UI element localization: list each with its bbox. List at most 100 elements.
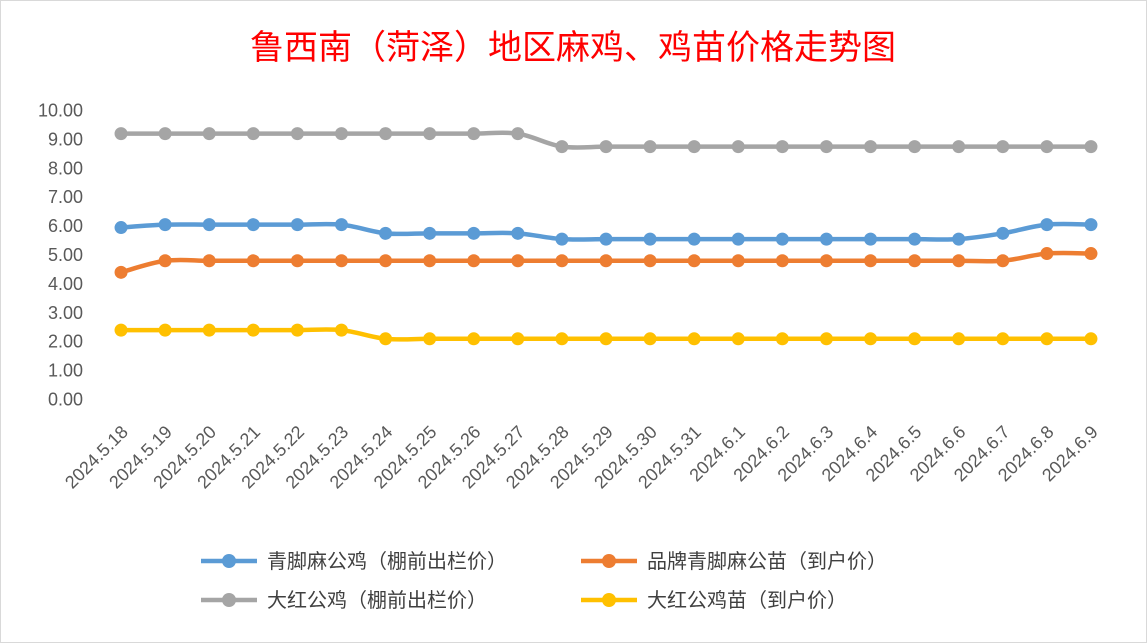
data-point bbox=[731, 232, 745, 246]
y-tick-label: 1.00 bbox=[48, 361, 83, 381]
data-point bbox=[202, 254, 216, 268]
y-tick-label: 7.00 bbox=[48, 187, 83, 207]
legend-item: 品牌青脚麻公苗（到户价） bbox=[581, 549, 887, 573]
data-point bbox=[555, 232, 569, 246]
data-point bbox=[555, 140, 569, 154]
data-point bbox=[334, 127, 348, 141]
data-point bbox=[158, 254, 172, 268]
data-point bbox=[114, 265, 128, 279]
data-point bbox=[158, 323, 172, 337]
data-point bbox=[908, 232, 922, 246]
y-tick-label: 8.00 bbox=[48, 158, 83, 178]
data-point bbox=[731, 140, 745, 154]
data-point bbox=[114, 221, 128, 235]
data-point bbox=[775, 332, 789, 346]
data-point bbox=[246, 127, 260, 141]
data-point bbox=[775, 254, 789, 268]
data-point bbox=[1084, 247, 1098, 261]
data-point bbox=[158, 218, 172, 232]
data-point bbox=[908, 140, 922, 154]
data-point bbox=[952, 140, 966, 154]
data-point bbox=[246, 254, 260, 268]
data-point bbox=[952, 332, 966, 346]
data-point bbox=[952, 254, 966, 268]
data-point bbox=[202, 127, 216, 141]
data-point bbox=[775, 232, 789, 246]
series-layer bbox=[114, 127, 1098, 346]
data-point bbox=[290, 254, 304, 268]
data-point bbox=[423, 332, 437, 346]
legend-marker bbox=[222, 593, 236, 607]
legend-item: 大红公鸡（棚前出栏价） bbox=[201, 588, 487, 612]
y-tick-label: 4.00 bbox=[48, 274, 83, 294]
data-point bbox=[599, 254, 613, 268]
data-point bbox=[467, 127, 481, 141]
data-point bbox=[467, 254, 481, 268]
data-point bbox=[555, 332, 569, 346]
data-point bbox=[599, 232, 613, 246]
x-axis-ticks: 2024.5.182024.5.192024.5.202024.5.212024… bbox=[61, 422, 1102, 493]
data-point bbox=[246, 218, 260, 232]
data-point bbox=[158, 127, 172, 141]
data-point bbox=[334, 254, 348, 268]
data-point bbox=[290, 323, 304, 337]
data-point bbox=[423, 254, 437, 268]
series-1 bbox=[114, 218, 1098, 246]
chart-title: 鲁西南（菏泽）地区麻鸡、鸡苗价格走势图 bbox=[250, 28, 896, 68]
data-point bbox=[511, 254, 525, 268]
data-point bbox=[511, 127, 525, 141]
data-point bbox=[996, 332, 1010, 346]
data-point bbox=[379, 254, 393, 268]
legend-label: 青脚麻公鸡（棚前出栏价） bbox=[267, 549, 507, 573]
data-point bbox=[996, 140, 1010, 154]
data-point bbox=[1040, 140, 1054, 154]
data-point bbox=[599, 140, 613, 154]
y-tick-label: 3.00 bbox=[48, 303, 83, 323]
data-point bbox=[731, 332, 745, 346]
legend-marker bbox=[602, 554, 616, 568]
legend: 青脚麻公鸡（棚前出栏价） 品牌青脚麻公苗（到户价） 大红公鸡（棚前出栏价） 大红公鸡苗… bbox=[201, 549, 887, 612]
data-point bbox=[864, 232, 878, 246]
y-tick-label: 6.00 bbox=[48, 216, 83, 236]
data-point bbox=[643, 232, 657, 246]
data-point bbox=[202, 323, 216, 337]
data-point bbox=[555, 254, 569, 268]
y-axis-ticks: 0.00 1.00 2.00 3.00 4.00 5.00 6.00 7.00 8.00 9.00… bbox=[38, 101, 83, 410]
data-point bbox=[1040, 247, 1054, 261]
series-2 bbox=[114, 247, 1098, 279]
data-point bbox=[202, 218, 216, 232]
legend-label: 大红公鸡（棚前出栏价） bbox=[267, 588, 487, 612]
legend-item: 青脚麻公鸡（棚前出栏价） bbox=[201, 549, 507, 573]
data-point bbox=[952, 232, 966, 246]
data-point bbox=[864, 254, 878, 268]
data-point bbox=[1084, 218, 1098, 232]
data-point bbox=[599, 332, 613, 346]
data-point bbox=[643, 332, 657, 346]
data-point bbox=[1040, 218, 1054, 232]
data-point bbox=[687, 332, 701, 346]
data-point bbox=[1084, 332, 1098, 346]
data-point bbox=[1040, 332, 1054, 346]
data-point bbox=[114, 323, 128, 337]
data-point bbox=[996, 226, 1010, 240]
data-point bbox=[467, 226, 481, 240]
data-point bbox=[467, 332, 481, 346]
data-point bbox=[379, 226, 393, 240]
legend-label: 大红公鸡苗（到户价） bbox=[647, 588, 847, 612]
data-point bbox=[511, 332, 525, 346]
data-point bbox=[775, 140, 789, 154]
data-point bbox=[819, 232, 833, 246]
data-point bbox=[379, 127, 393, 141]
data-point bbox=[819, 254, 833, 268]
data-point bbox=[908, 332, 922, 346]
series-3 bbox=[114, 127, 1098, 154]
data-point bbox=[379, 332, 393, 346]
data-point bbox=[731, 254, 745, 268]
y-tick-label: 0.00 bbox=[48, 390, 83, 410]
data-point bbox=[996, 254, 1010, 268]
y-tick-label: 2.00 bbox=[48, 332, 83, 352]
data-point bbox=[290, 127, 304, 141]
data-point bbox=[643, 140, 657, 154]
